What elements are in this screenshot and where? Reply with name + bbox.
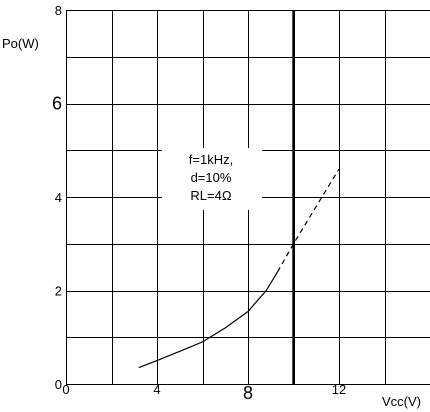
y-tick-label: 8	[55, 3, 62, 18]
y-tick-label: 0	[55, 377, 62, 392]
annotation-line: f=1kHz,	[189, 152, 233, 167]
y-tick-label: 6	[52, 94, 62, 114]
annotation: f=1kHz, d=10% RL=4Ω	[189, 152, 233, 203]
annotation-background	[162, 148, 262, 210]
x-tick-label: 4	[153, 382, 160, 397]
annotation-line: d=10%	[191, 170, 232, 185]
y-tick-label: 2	[55, 284, 62, 299]
x-tick-label: 8	[243, 383, 253, 403]
annotation-line: RL=4Ω	[190, 188, 231, 203]
series-line-solid	[138, 271, 279, 369]
y-axis-title: Po(W)	[2, 36, 39, 51]
tick-labels: 0 4 8 12 0 2 4 6 8	[52, 3, 346, 403]
x-axis-title: Vcc(V)	[382, 394, 421, 409]
x-tick-label: 12	[332, 382, 346, 397]
series-line-dashed	[277, 168, 340, 273]
x-tick-label: 0	[62, 382, 69, 397]
y-tick-label: 4	[55, 190, 62, 205]
series-group	[138, 168, 340, 369]
